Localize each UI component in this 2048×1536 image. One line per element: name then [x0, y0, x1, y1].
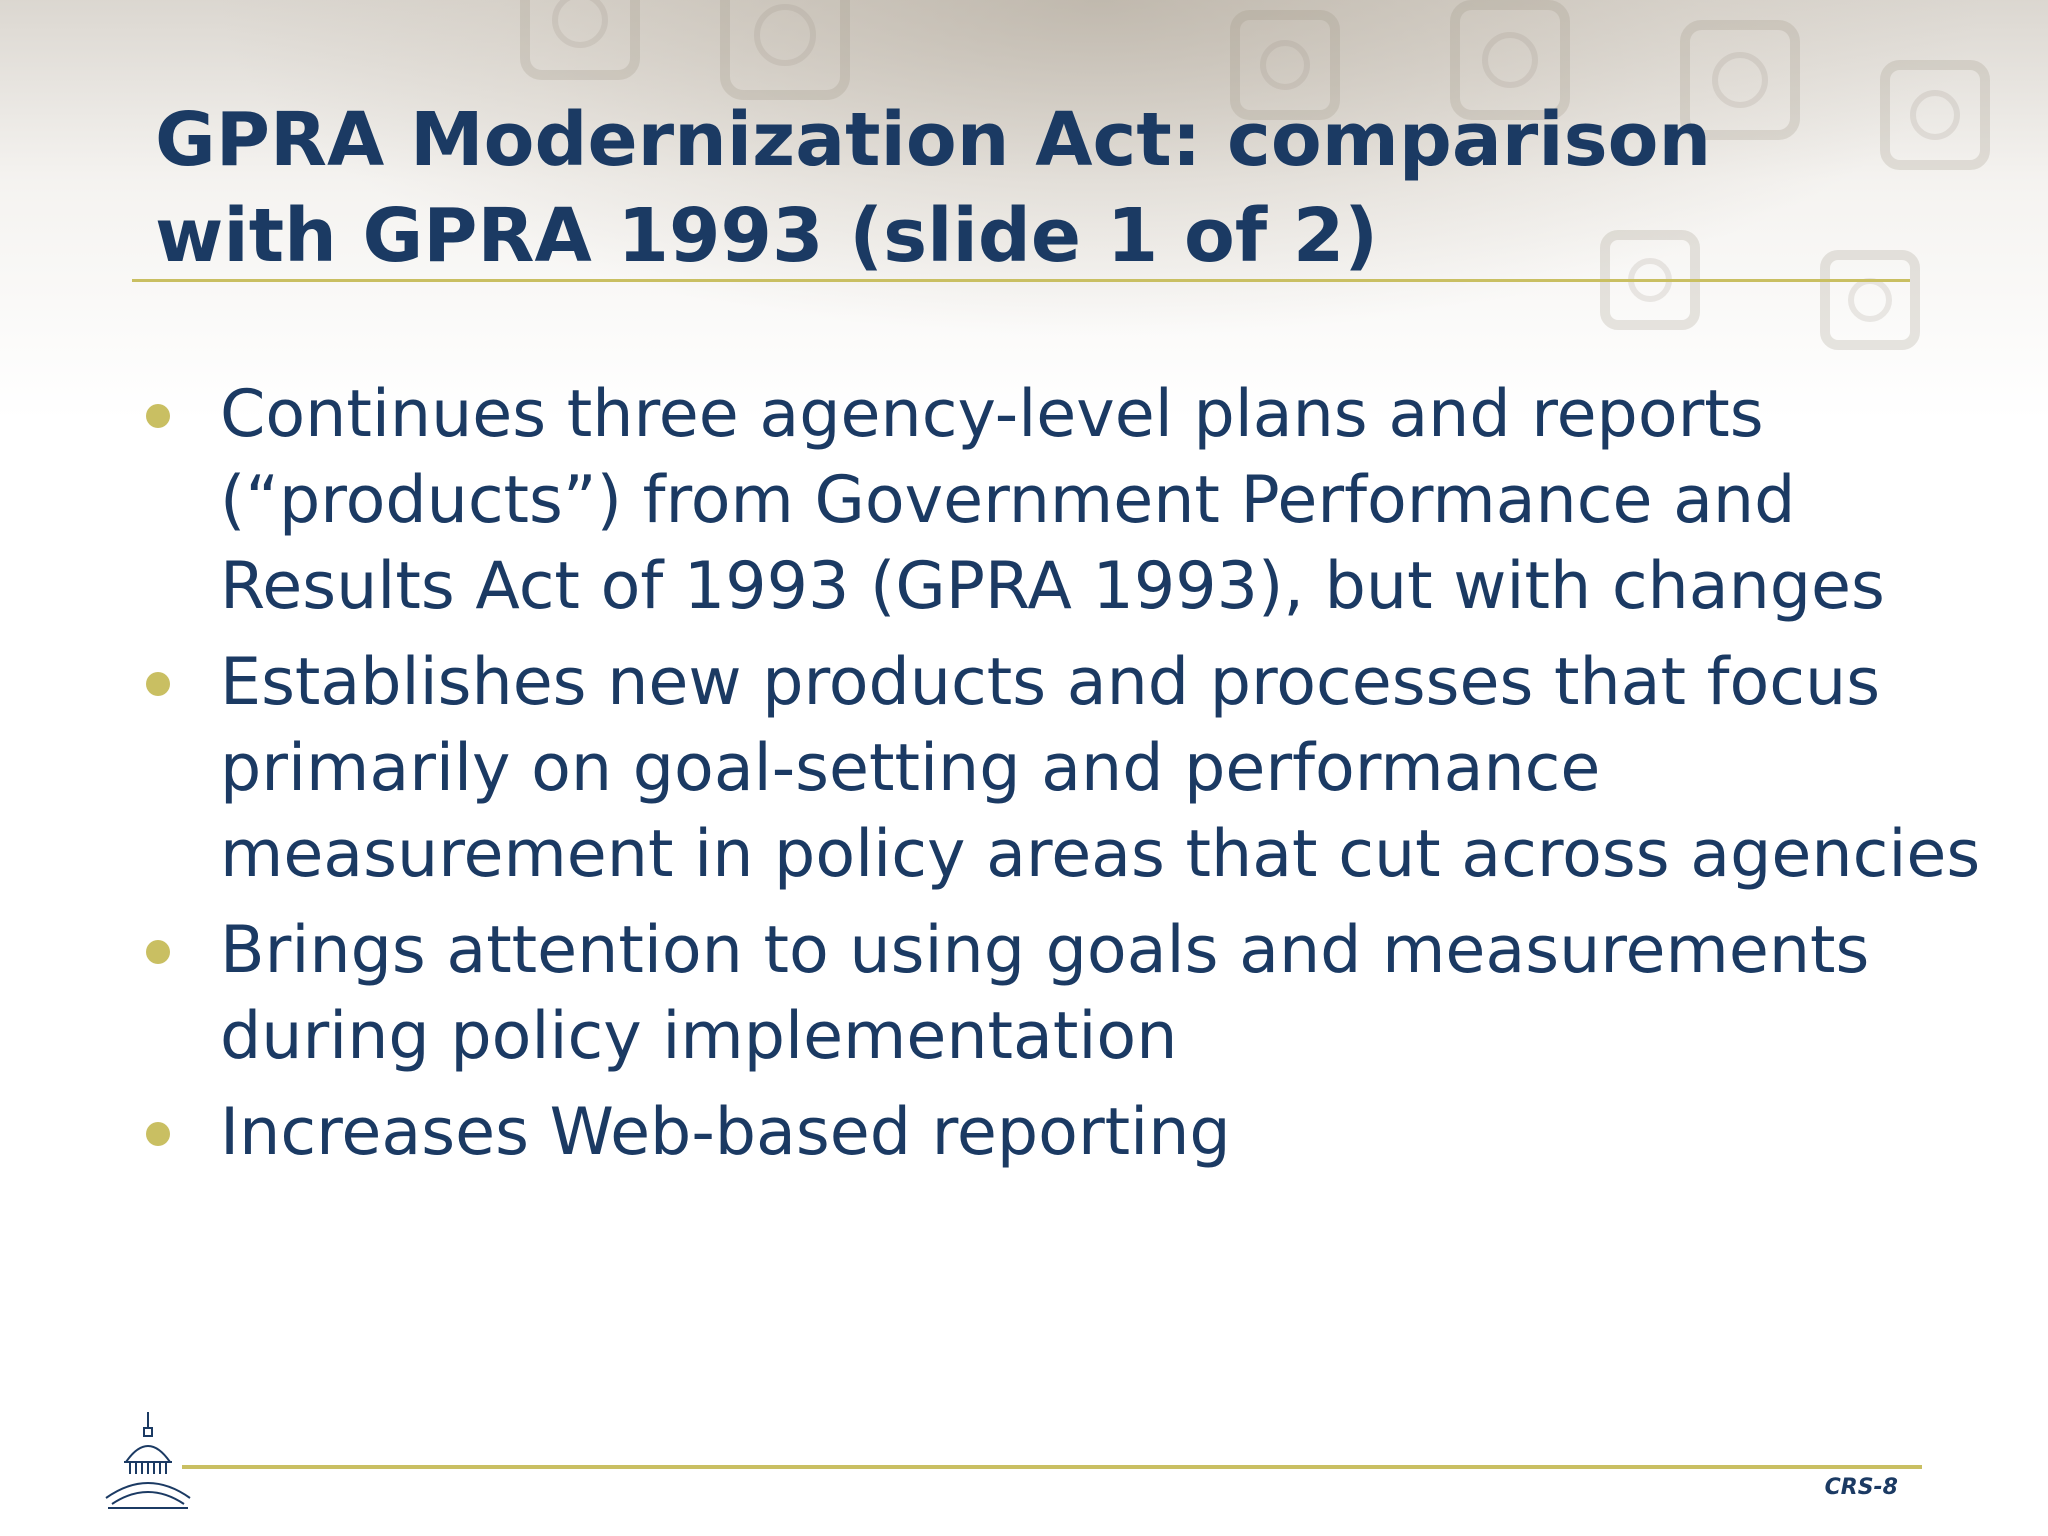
capitol-dome-icon — [105, 1412, 191, 1509]
bullet-item: Increases Web-based reporting — [146, 1090, 2010, 1176]
bullet-text: Continues three agency-level plans and r… — [220, 377, 1885, 624]
bullet-dot-icon — [146, 672, 170, 696]
bullet-dot-icon — [146, 940, 170, 964]
slide-title-line-2: with GPRA 1993 (slide 1 of 2) — [155, 193, 1379, 279]
bullet-text: Increases Web-based reporting — [220, 1095, 1231, 1170]
bullet-text: Brings attention to using goals and meas… — [220, 913, 1870, 1074]
slide-number: CRS-8 — [1824, 1475, 1898, 1500]
slide-title: GPRA Modernization Act: comparison with … — [155, 92, 1915, 284]
title-divider — [132, 279, 1910, 282]
bullet-text: Establishes new products and processes t… — [220, 645, 1981, 892]
slide-title-line-1: GPRA Modernization Act: comparison — [155, 97, 1712, 183]
ceiling-ornament-background — [0, 0, 2048, 460]
bullet-list: Continues three agency-level plans and r… — [146, 372, 2010, 1186]
footer-divider — [182, 1465, 1922, 1469]
bullet-item: Establishes new products and processes t… — [146, 640, 2010, 898]
bullet-dot-icon — [146, 1122, 170, 1146]
background-wash — [0, 0, 2048, 460]
bullet-item: Continues three agency-level plans and r… — [146, 372, 2010, 630]
bullet-item: Brings attention to using goals and meas… — [146, 908, 2010, 1080]
bullet-dot-icon — [146, 404, 170, 428]
